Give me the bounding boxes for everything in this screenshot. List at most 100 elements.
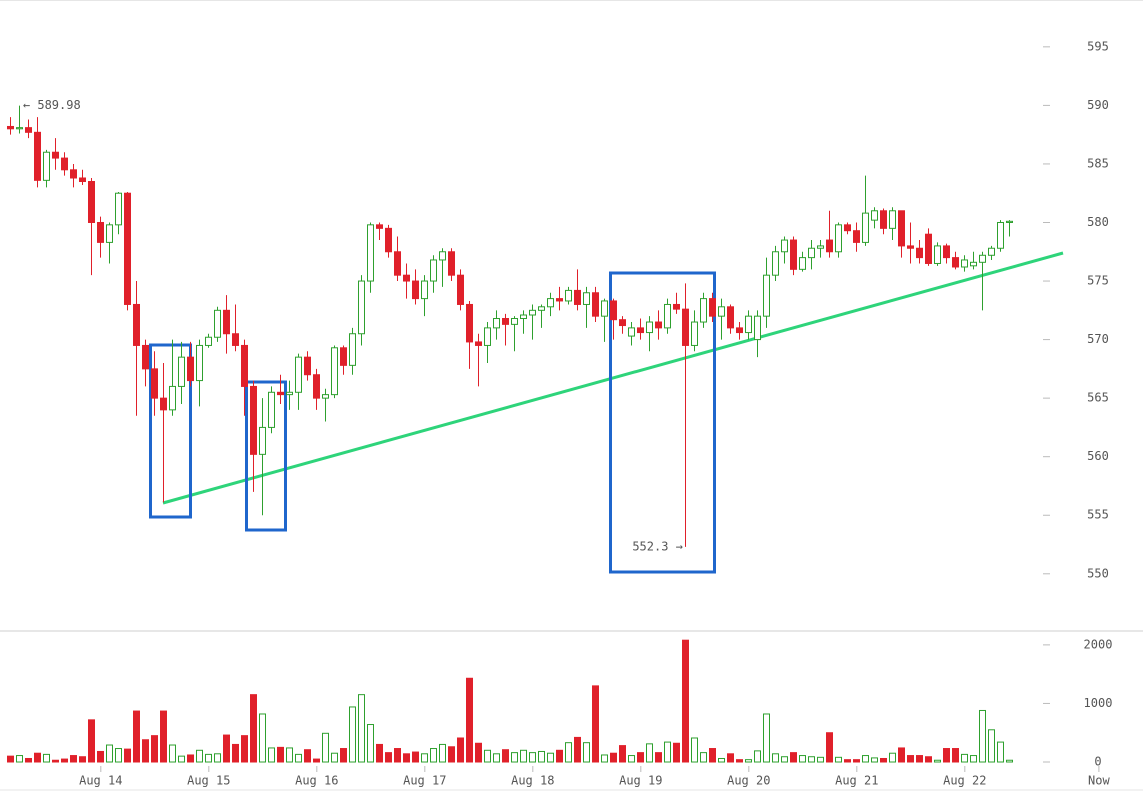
candle-body: [673, 303, 680, 310]
volume-bar: [79, 756, 86, 763]
candle-body: [637, 327, 644, 334]
volume-bar: [736, 759, 743, 763]
candle-body: [961, 259, 968, 268]
volume-bar: [502, 749, 509, 763]
volume-bar: [772, 753, 779, 763]
candle-body: [493, 318, 500, 329]
candle-body: [358, 280, 365, 335]
volume-bar: [115, 748, 122, 763]
volume-bar: [898, 747, 905, 763]
volume-bar: [916, 755, 923, 763]
candle-body: [412, 280, 419, 300]
candle-body: [277, 391, 284, 396]
y-tick-label: 575: [1087, 274, 1109, 288]
volume-bar: [52, 759, 59, 763]
volume-bar: [187, 754, 194, 763]
volume-bar: [205, 753, 212, 763]
candle-body: [556, 298, 563, 302]
candle-body: [997, 221, 1004, 249]
candle-body: [403, 274, 410, 282]
candle-body: [979, 254, 986, 263]
candle-body: [322, 394, 329, 399]
volume-bar: [250, 694, 257, 763]
candle-body: [241, 344, 248, 387]
candle-body: [583, 292, 590, 305]
candle-body: [529, 309, 536, 316]
x-tick-label: Aug 18: [511, 774, 554, 788]
candle-body: [862, 212, 869, 243]
volume-bar: [142, 739, 149, 763]
x-tick-label: Aug 15: [187, 774, 230, 788]
candle-body: [286, 391, 293, 396]
volume-bar: [637, 752, 644, 763]
candle-body: [1006, 220, 1013, 223]
volume-bar: [700, 752, 707, 763]
volume-bar: [871, 757, 878, 763]
price-annotation: ← 589.98: [23, 98, 81, 112]
volume-bar: [304, 749, 311, 763]
volume-bar: [718, 757, 725, 763]
candle-body: [421, 280, 428, 300]
volume-y-tick-label: 0: [1094, 755, 1101, 769]
volume-bar: [421, 753, 428, 763]
volume-bar: [826, 732, 833, 763]
candle-body: [223, 309, 230, 335]
volume-bar: [943, 748, 950, 763]
candle-body: [781, 239, 788, 253]
highlight-box: [609, 271, 716, 574]
candle-body: [196, 344, 203, 382]
candle-body: [367, 224, 374, 282]
candle-body: [772, 251, 779, 276]
candle-body: [214, 309, 221, 338]
candle-body: [664, 303, 671, 329]
volume-bar: [286, 747, 293, 763]
candle-body: [268, 391, 275, 428]
volume-bar: [223, 734, 230, 763]
volume-y-tick-label: 1000: [1084, 696, 1113, 710]
volume-bar: [7, 755, 14, 763]
volume-bar: [133, 710, 140, 763]
candle-body: [547, 298, 554, 308]
candle-body: [439, 251, 446, 261]
candle-body: [151, 368, 158, 399]
volume-bar: [970, 755, 977, 763]
candle-body: [592, 292, 599, 317]
candle-body: [835, 224, 842, 253]
candle-body: [205, 336, 212, 346]
candle-body: [304, 356, 311, 376]
volume-bar: [520, 749, 527, 763]
volume-bar: [169, 744, 176, 763]
candle-body: [889, 210, 896, 229]
candle-body: [826, 239, 833, 253]
candle-body: [952, 257, 959, 268]
volume-bar: [394, 748, 401, 763]
x-tick-label: Now: [1088, 774, 1110, 788]
candle-body: [655, 321, 662, 329]
highlight-box: [245, 380, 287, 532]
y-tick-label: 595: [1087, 39, 1109, 53]
candle-body: [853, 230, 860, 243]
volume-bar: [34, 752, 41, 763]
volume-bar: [61, 758, 68, 763]
candle-body: [871, 210, 878, 221]
candle-body: [682, 308, 689, 346]
annotations-drawn: [149, 251, 1064, 574]
volume-bar: [475, 742, 482, 763]
x-tick-label: Aug 17: [403, 774, 446, 788]
volume-bar: [331, 752, 338, 763]
volume-bar: [934, 759, 941, 763]
candle-body: [691, 321, 698, 346]
volume-bar: [817, 756, 824, 763]
price-annotation: 552.3 →: [632, 539, 683, 553]
volume-bar: [988, 729, 995, 763]
candle-body: [448, 251, 455, 276]
candle-body: [754, 315, 761, 341]
candle-body: [988, 247, 995, 256]
candle-body: [520, 314, 527, 320]
volume-bar: [367, 724, 374, 763]
candle-body: [430, 259, 437, 282]
volume-bar: [592, 685, 599, 763]
candle-body: [115, 192, 122, 226]
volume-bar: [997, 741, 1004, 763]
